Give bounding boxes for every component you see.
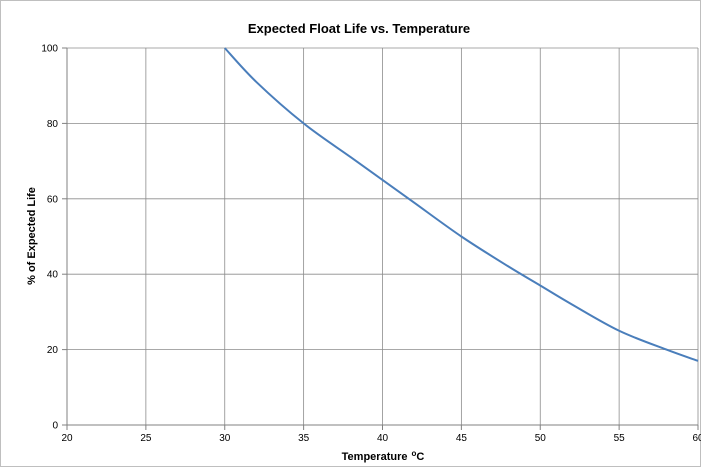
series-line-float-life (224, 47, 699, 362)
x-axis-title-unit: C (416, 451, 424, 463)
y-tick-label: 20 (47, 345, 59, 356)
x-tick-label: 55 (614, 433, 626, 444)
gridlines (67, 47, 699, 425)
x-tick-label: 35 (298, 433, 310, 444)
y-tick-label: 0 (52, 421, 58, 432)
y-tick-label: 40 (47, 270, 59, 281)
x-tick-label: 30 (219, 433, 231, 444)
y-tick-label: 60 (47, 194, 59, 205)
y-tick-label: 80 (47, 119, 59, 130)
x-tick-label: 25 (140, 433, 152, 444)
chart-title: Expected Float Life vs. Temperature (248, 21, 470, 36)
x-axis-title-text: Temperature (342, 451, 408, 463)
series-layer (224, 47, 699, 362)
x-axis-title-superscript: o (411, 449, 416, 458)
x-tick-label: 20 (61, 433, 73, 444)
x-axis-title: Temperature oC (342, 449, 425, 463)
x-tick-label: 40 (377, 433, 389, 444)
y-axis-title: % of Expected Life (26, 187, 38, 285)
y-tick-label: 100 (41, 44, 58, 55)
x-tick-label: 50 (535, 433, 547, 444)
axes (62, 47, 699, 430)
x-tick-label: 45 (456, 433, 468, 444)
x-tick-label: 60 (692, 433, 701, 444)
